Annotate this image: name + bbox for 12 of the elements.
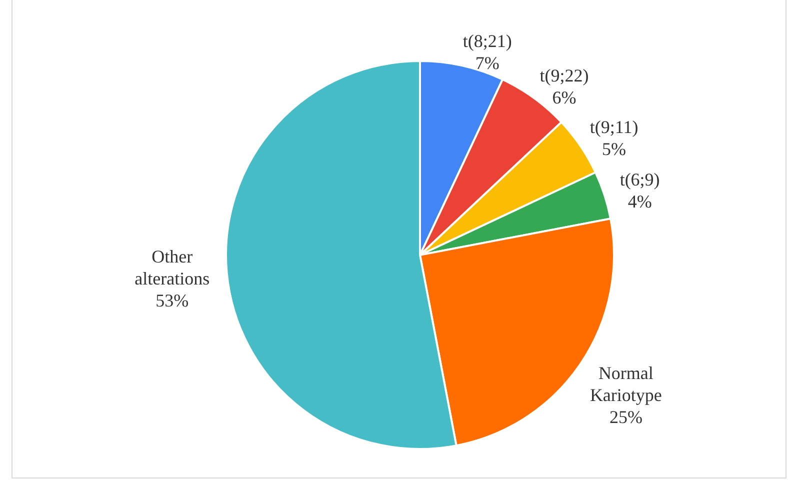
slice-label: Normal Kariotype: [590, 362, 662, 405]
slice-label: t(8;21): [462, 31, 512, 52]
slice-label: t(9;11): [590, 117, 638, 138]
data-label: 25%: [609, 406, 642, 427]
data-label: 5%: [602, 139, 626, 160]
data-label: 7%: [475, 53, 500, 74]
slice-label: Other alterations: [134, 246, 210, 288]
data-label: 53%: [156, 290, 189, 310]
slice-label: t(6;9): [620, 170, 660, 190]
data-label: 4%: [628, 192, 652, 212]
data-label: 6%: [552, 88, 576, 108]
slice-label: t(9;22): [540, 66, 589, 86]
